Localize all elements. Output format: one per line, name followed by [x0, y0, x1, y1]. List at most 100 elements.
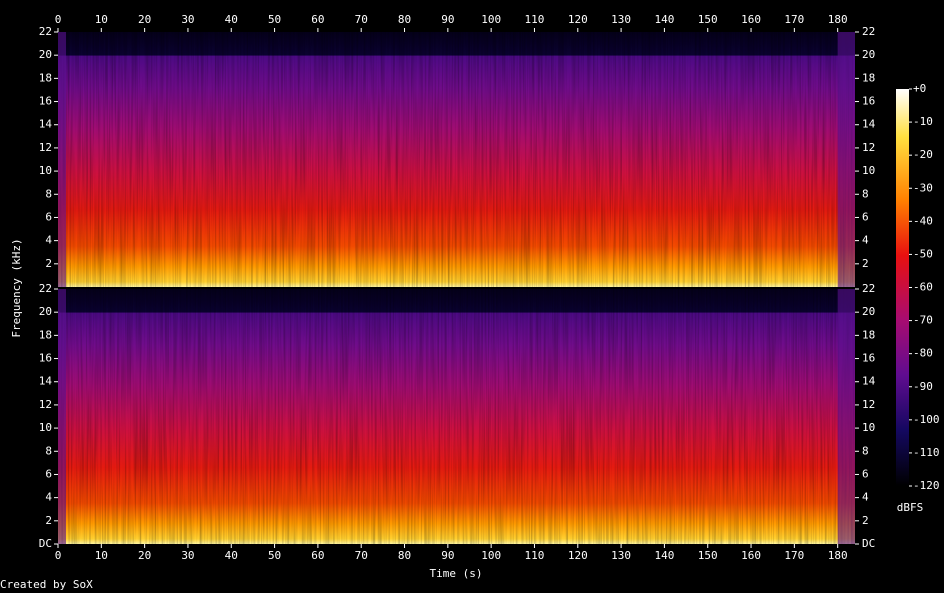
y-tick-label: 22	[39, 25, 52, 38]
y-tick-label: 2	[45, 514, 52, 527]
spectrogram-texture	[58, 32, 855, 287]
y-tick-label: 18	[39, 328, 52, 341]
silence-edge	[837, 289, 855, 544]
x-tick-label: 50	[268, 13, 281, 26]
y-tick-label: 4	[862, 491, 869, 504]
colorbar-tick-label: -40	[913, 214, 933, 227]
y-tick-label: DC	[862, 537, 875, 550]
colorbar-tick-label: +0	[913, 82, 926, 95]
x-tick-label: 170	[784, 549, 804, 562]
colorbar-tick-label: -90	[913, 380, 933, 393]
colorbar-tick-label: -70	[913, 314, 933, 327]
x-tick-label: 30	[181, 13, 194, 26]
y-tick-label: 14	[862, 118, 876, 131]
y-tick-label: 10	[39, 421, 52, 434]
colorbar-tick-label: -120	[913, 479, 940, 492]
colorbar-tick-label: -10	[913, 115, 933, 128]
colorbar-tick-label: -20	[913, 148, 933, 161]
x-tick-label: 80	[398, 13, 411, 26]
y-tick-label: 6	[45, 467, 52, 480]
y-tick-label: 8	[862, 444, 869, 457]
x-tick-label: 170	[784, 13, 804, 26]
x-tick-label: 70	[355, 549, 368, 562]
x-tick-label: 120	[568, 549, 588, 562]
y-tick-label: 4	[862, 234, 869, 247]
y-tick-label: 12	[39, 398, 52, 411]
y-tick-label: 20	[862, 48, 875, 61]
y-tick-label: 10	[862, 164, 875, 177]
y-tick-label: 18	[39, 71, 52, 84]
x-tick-label: 100	[481, 13, 501, 26]
x-tick-label: 180	[828, 13, 848, 26]
x-tick-label: 130	[611, 13, 631, 26]
silence-edge	[58, 32, 66, 287]
y-tick-label: 14	[39, 375, 53, 388]
y-tick-label: DC	[39, 537, 52, 550]
x-tick-label: 140	[654, 549, 674, 562]
y-tick-label: 20	[862, 305, 875, 318]
y-tick-label: 22	[39, 282, 52, 295]
y-tick-label: 22	[862, 282, 875, 295]
y-tick-label: 12	[39, 141, 52, 154]
x-tick-label: 0	[55, 13, 62, 26]
colorbar-tick-label: -30	[913, 181, 933, 194]
y-tick-label: 12	[862, 398, 875, 411]
y-tick-label: 4	[45, 491, 52, 504]
y-tick-label: 8	[45, 187, 52, 200]
colorbar-label: dBFS	[897, 501, 924, 514]
y-tick-label: 10	[39, 164, 52, 177]
y-tick-label: 16	[39, 352, 52, 365]
colorbar-tick-label: -100	[913, 413, 940, 426]
silence-edge	[58, 289, 66, 544]
x-tick-label: 60	[311, 549, 324, 562]
plot-area	[58, 32, 855, 544]
x-tick-label: 140	[654, 13, 674, 26]
y-tick-label: 22	[862, 25, 875, 38]
x-tick-label: 90	[441, 549, 454, 562]
x-tick-label: 130	[611, 549, 631, 562]
x-tick-label: 90	[441, 13, 454, 26]
x-tick-label: 40	[225, 13, 238, 26]
colorbar-tick-label: -110	[913, 446, 940, 459]
x-tick-label: 0	[55, 549, 62, 562]
x-tick-label: 60	[311, 13, 324, 26]
x-tick-label: 160	[741, 549, 761, 562]
y-tick-label: 14	[862, 375, 876, 388]
y-tick-label: 2	[862, 514, 869, 527]
y-tick-label: 2	[862, 257, 869, 270]
y-tick-label: 20	[39, 48, 52, 61]
x-axis-label: Time (s)	[430, 567, 483, 580]
x-tick-label: 20	[138, 549, 151, 562]
y-tick-label: 16	[862, 352, 875, 365]
x-tick-label: 100	[481, 549, 501, 562]
y-tick-label: 14	[39, 118, 53, 131]
x-tick-label: 10	[95, 549, 108, 562]
x-tick-label: 160	[741, 13, 761, 26]
y-tick-label: 18	[862, 328, 875, 341]
x-tick-label: 40	[225, 549, 238, 562]
y-tick-label: 4	[45, 234, 52, 247]
y-tick-label: 18	[862, 71, 875, 84]
footer: Created by SoX	[0, 578, 93, 591]
y-tick-label: 8	[45, 444, 52, 457]
colorbar-tick-label: -50	[913, 247, 933, 260]
spectrogram-texture	[58, 289, 855, 544]
x-tick-label: 150	[698, 549, 718, 562]
x-tick-label: 20	[138, 13, 151, 26]
colorbar-tick-label: -80	[913, 347, 933, 360]
x-tick-label: 70	[355, 13, 368, 26]
x-tick-label: 110	[525, 13, 545, 26]
y-tick-label: 10	[862, 421, 875, 434]
y-tick-label: 16	[862, 95, 875, 108]
x-tick-label: 10	[95, 13, 108, 26]
y-tick-label: 20	[39, 305, 52, 318]
y-tick-label: 6	[862, 210, 869, 223]
y-tick-label: 6	[45, 210, 52, 223]
x-tick-label: 50	[268, 549, 281, 562]
silence-edge	[837, 32, 855, 287]
x-tick-label: 80	[398, 549, 411, 562]
y-tick-label: 8	[862, 187, 869, 200]
x-tick-label: 110	[525, 549, 545, 562]
y-tick-label: 16	[39, 95, 52, 108]
